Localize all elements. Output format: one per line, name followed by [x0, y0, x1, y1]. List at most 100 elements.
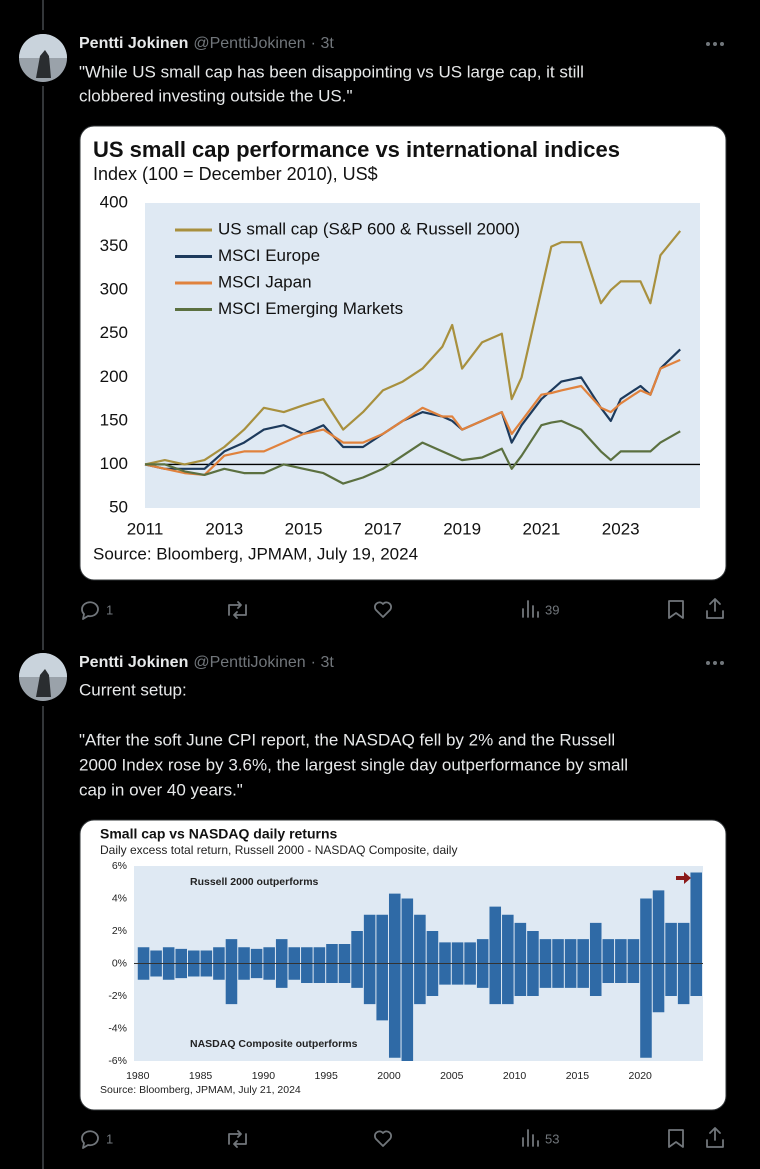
bar	[426, 931, 439, 964]
bar	[464, 942, 476, 964]
reply-count[interactable]: 1	[106, 602, 113, 617]
bar	[313, 963, 326, 983]
tweet-text: Current setup:	[79, 680, 187, 699]
bookmark-button[interactable]	[668, 1129, 684, 1148]
handle[interactable]: @PenttiJokinen	[193, 654, 305, 671]
bar	[338, 944, 351, 964]
repost-button[interactable]	[228, 601, 247, 619]
chart-subtitle: Index (100 = December 2010), US$	[93, 164, 378, 184]
bar	[602, 939, 615, 964]
bar	[363, 914, 376, 964]
like-icon	[374, 1130, 392, 1147]
bar	[376, 914, 388, 964]
y-tick-label: 2%	[112, 925, 127, 937]
legend-label: MSCI Europe	[218, 246, 320, 265]
avatar[interactable]	[19, 653, 67, 701]
bar	[326, 944, 338, 964]
reply-button[interactable]	[81, 1130, 99, 1149]
x-tick-label: 1995	[314, 1070, 338, 1082]
reply-button[interactable]	[81, 601, 99, 620]
more-button[interactable]	[706, 42, 724, 46]
bookmark-icon	[668, 1129, 684, 1148]
bar	[602, 963, 615, 983]
bar	[476, 963, 489, 988]
bar	[200, 950, 213, 964]
y-tick-label: 4%	[112, 892, 127, 904]
legend-label: MSCI Emerging Markets	[218, 299, 403, 318]
bar	[589, 963, 602, 996]
x-tick-label: 2019	[443, 519, 481, 538]
x-tick-label: 1985	[189, 1070, 213, 1082]
bar	[677, 963, 690, 1005]
bar	[238, 963, 250, 980]
bar	[301, 947, 313, 964]
repost-button[interactable]	[228, 1130, 247, 1148]
legend-label: MSCI Japan	[218, 272, 312, 291]
bar	[275, 939, 288, 964]
reply-count[interactable]: 1	[106, 1131, 113, 1146]
bar	[150, 950, 162, 964]
bar	[552, 939, 564, 964]
bar	[275, 963, 288, 988]
bar	[213, 947, 225, 964]
bar	[288, 963, 301, 980]
series-line	[145, 419, 681, 485]
y-tick-label: 6%	[112, 860, 127, 872]
y-tick-label: 300	[100, 280, 128, 299]
series-line	[144, 358, 681, 476]
avatar-sky	[19, 34, 67, 58]
views-button[interactable]	[522, 600, 539, 618]
share-icon	[706, 1127, 724, 1148]
author-name[interactable]: Pentti Jokinen	[79, 654, 188, 671]
bar	[326, 963, 338, 983]
view-count[interactable]: 53	[545, 1131, 559, 1146]
dot	[706, 661, 710, 665]
x-tick-label: 2015	[285, 519, 323, 538]
handle[interactable]: @PenttiJokinen	[193, 35, 305, 52]
bar	[539, 963, 552, 988]
bar	[451, 942, 464, 964]
chart-title: Small cap vs NASDAQ daily returns	[100, 826, 338, 842]
bar	[652, 963, 665, 1013]
time[interactable]: · 3t	[311, 654, 335, 671]
like-button[interactable]	[374, 1130, 392, 1147]
like-icon	[374, 601, 392, 618]
bar	[188, 950, 200, 964]
avatar-figure	[36, 669, 51, 697]
bar	[640, 898, 652, 964]
x-tick-label: 2000	[377, 1070, 401, 1082]
x-tick-label: 2010	[503, 1070, 527, 1082]
tweet-text: clobbered investing outside the US."	[79, 86, 352, 105]
more-button[interactable]	[706, 661, 724, 665]
author-name[interactable]: Pentti Jokinen	[79, 35, 188, 52]
dot	[713, 661, 717, 665]
share-button[interactable]	[706, 1127, 724, 1148]
bar	[489, 906, 502, 964]
y-tick-label: -2%	[108, 990, 127, 1002]
bookmark-button[interactable]	[668, 600, 684, 619]
y-tick-label: 0%	[112, 957, 127, 969]
bar	[489, 963, 502, 1005]
view-count[interactable]: 39	[545, 602, 559, 617]
bar	[677, 922, 690, 964]
bar	[564, 963, 577, 988]
like-button[interactable]	[374, 601, 392, 618]
bar	[577, 939, 589, 964]
bar	[363, 963, 376, 1005]
x-tick-label: 1990	[252, 1070, 276, 1082]
views-button[interactable]	[522, 1129, 539, 1147]
avatar[interactable]	[19, 34, 67, 82]
bar	[502, 963, 514, 1005]
bar	[589, 922, 602, 964]
share-button[interactable]	[706, 598, 724, 619]
bar	[426, 963, 439, 996]
bar	[213, 963, 225, 980]
bar	[338, 963, 351, 983]
bookmark-icon	[668, 600, 684, 619]
bar	[514, 922, 527, 964]
bar	[288, 947, 301, 964]
avatar-figure	[36, 50, 51, 78]
annotation: Russell 2000 outperforms	[190, 876, 319, 888]
dot	[713, 42, 717, 46]
time[interactable]: · 3t	[311, 35, 335, 52]
